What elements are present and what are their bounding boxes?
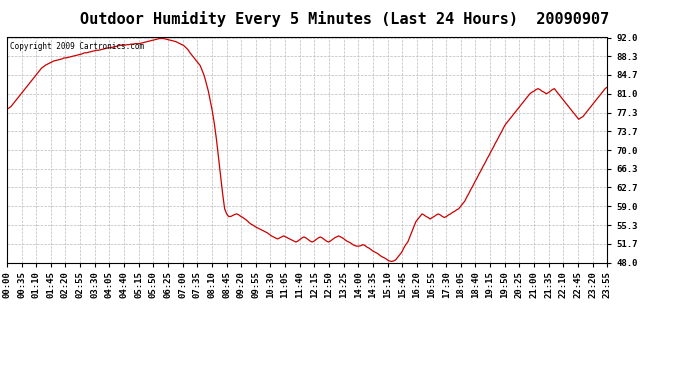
Text: Copyright 2009 Cartronics.com: Copyright 2009 Cartronics.com	[10, 42, 144, 51]
Text: Outdoor Humidity Every 5 Minutes (Last 24 Hours)  20090907: Outdoor Humidity Every 5 Minutes (Last 2…	[80, 11, 610, 27]
